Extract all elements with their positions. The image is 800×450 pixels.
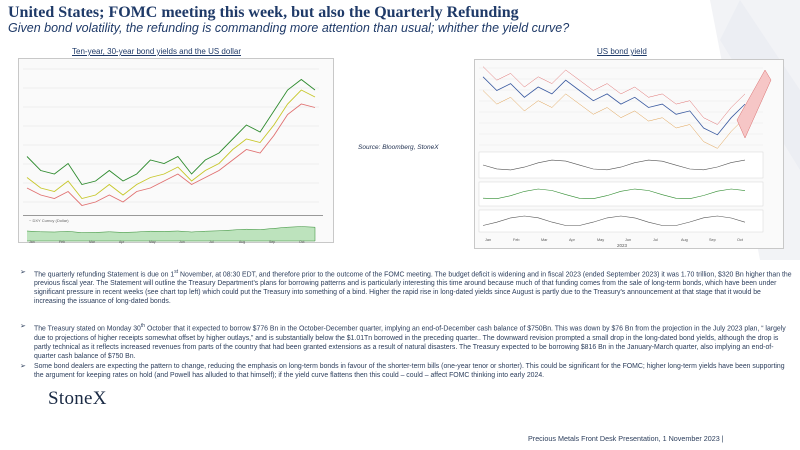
left-x-tick-label: Jan [29,240,35,244]
footer-text: Precious Metals Front Desk Presentation,… [528,434,724,443]
left-chart: ~ DXY Curncy (Dollar) Jan Feb Mar Apr May Jun… [18,58,334,244]
right-price-line [482,76,746,136]
right-x-tick-label: Sep [709,238,716,242]
left-x-tick-label: Mar [89,240,96,244]
left-sub-label: ~ DXY Curncy (Dollar) [29,218,69,223]
source-note: Source: Bloomberg, StoneX [358,144,439,151]
right-upper-band [482,66,746,125]
slide-subtitle: Given bond volatility, the refunding is … [8,21,570,35]
right-x-tick-label: Aug [681,238,688,242]
right-indicator-line [482,215,746,226]
left-chart-svg: ~ DXY Curncy (Dollar) Jan Feb Mar Apr May Jun… [23,68,323,244]
left-x-tick-label: Jul [209,240,214,244]
right-indicator-line [482,188,746,200]
right-chart-svg: Jan Feb Mar Apr May Jun Jul Aug Sep Oct 2023 [478,66,772,248]
left-series-line [26,89,316,200]
left-sub-area [26,226,316,242]
right-x-tick-label: Feb [513,238,520,242]
right-indicator-panel [478,151,764,179]
right-chart-caption: US bond yield [597,47,647,56]
slide-title: United States; FOMC meeting this week, b… [8,4,519,21]
right-indicator-panel [478,181,764,207]
arrow-bullet-icon: ➢ [20,323,26,331]
left-x-tick-label: Feb [59,240,65,244]
bullet-item: ➢ The Treasury stated on Monday 30th Oct… [20,323,786,360]
right-indicator-line [482,159,746,171]
right-x-tick-label: Mar [541,238,548,242]
bullet-list: ➢ The quarterly refunding Statement is d… [20,268,792,380]
right-x-tick-label: Apr [569,238,576,242]
right-x-tick-label: Jun [625,238,631,242]
right-x-tick-label: Jul [653,238,658,242]
left-x-tick-label: Aug [239,240,245,244]
right-date-label: 2023 [617,243,628,248]
right-lower-band [482,90,746,149]
left-x-tick-label: May [149,240,156,244]
left-x-tick-label: Apr [119,240,125,244]
arrow-bullet-icon: ➢ [20,362,26,370]
right-x-tick-label: Oct [737,238,744,242]
left-x-tick-label: Sep [269,240,275,244]
left-x-tick-label: Oct [299,240,304,244]
bullet-item: ➢ The quarterly refunding Statement is d… [20,269,792,306]
right-channel-highlight [736,69,772,139]
right-indicator-panel [478,209,764,233]
left-x-tick-label: Jun [179,240,185,244]
left-chart-caption: Ten-year, 30-year bond yields and the US… [72,47,241,56]
right-chart: Jan Feb Mar Apr May Jun Jul Aug Sep Oct 2023 [474,59,784,249]
right-x-tick-label: Jan [485,238,491,242]
arrow-bullet-icon: ➢ [20,269,26,276]
left-series-line [26,78,316,186]
left-series-line [26,103,316,206]
stonex-logo: StoneX [48,388,107,409]
bullet-item: ➢ Some bond dealers are expecting the pa… [20,362,785,379]
right-x-tick-label: May [597,238,604,242]
